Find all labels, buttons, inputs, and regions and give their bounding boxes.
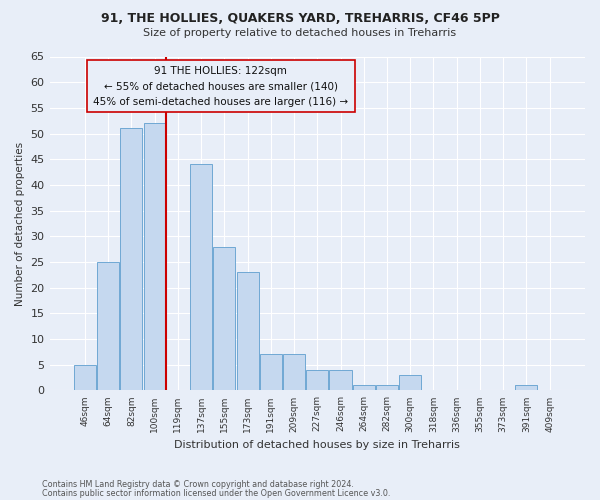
Text: ← 55% of detached houses are smaller (140): ← 55% of detached houses are smaller (14…	[104, 82, 338, 92]
Bar	[376, 386, 398, 390]
Text: 45% of semi-detached houses are larger (116) →: 45% of semi-detached houses are larger (…	[94, 98, 349, 108]
Text: 91, THE HOLLIES, QUAKERS YARD, TREHARRIS, CF46 5PP: 91, THE HOLLIES, QUAKERS YARD, TREHARRIS…	[101, 12, 499, 26]
Y-axis label: Number of detached properties: Number of detached properties	[15, 142, 25, 306]
Bar	[515, 386, 538, 390]
Text: 91 THE HOLLIES: 122sqm: 91 THE HOLLIES: 122sqm	[154, 66, 287, 76]
Bar	[353, 386, 375, 390]
Bar	[329, 370, 352, 390]
Bar	[399, 375, 421, 390]
Bar	[260, 354, 282, 390]
X-axis label: Distribution of detached houses by size in Treharris: Distribution of detached houses by size …	[175, 440, 460, 450]
Text: Contains HM Land Registry data © Crown copyright and database right 2024.: Contains HM Land Registry data © Crown c…	[42, 480, 354, 489]
Bar	[283, 354, 305, 390]
FancyBboxPatch shape	[87, 60, 355, 112]
Text: Size of property relative to detached houses in Treharris: Size of property relative to detached ho…	[143, 28, 457, 38]
Bar	[121, 128, 142, 390]
Bar	[190, 164, 212, 390]
Bar	[143, 124, 166, 390]
Bar	[306, 370, 328, 390]
Bar	[213, 246, 235, 390]
Text: Contains public sector information licensed under the Open Government Licence v3: Contains public sector information licen…	[42, 488, 391, 498]
Bar	[97, 262, 119, 390]
Bar	[236, 272, 259, 390]
Bar	[74, 364, 96, 390]
